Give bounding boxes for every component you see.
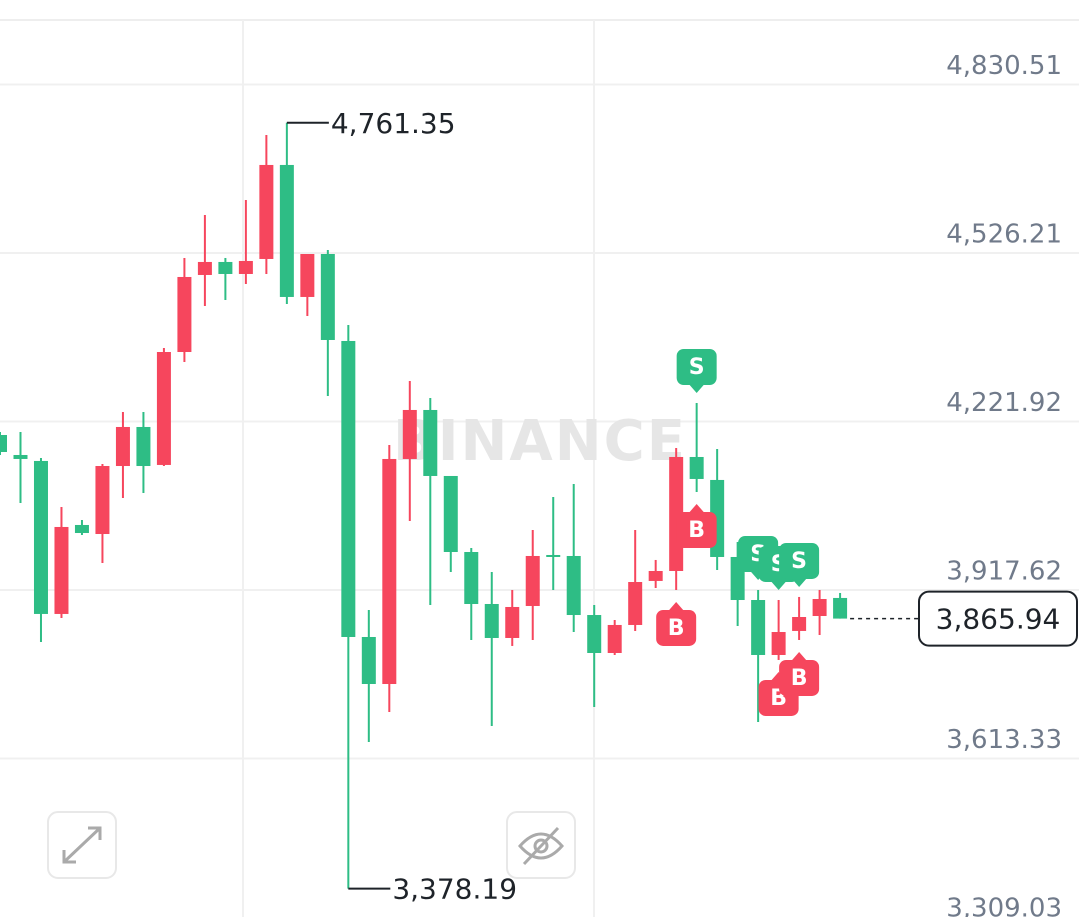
candle-body <box>402 409 417 459</box>
marker-label: B <box>791 666 808 691</box>
marker-box <box>676 511 717 548</box>
candle-body <box>136 426 151 467</box>
expand-button[interactable] <box>47 811 117 879</box>
candle-body <box>505 606 520 638</box>
trade-marker: S <box>676 348 717 393</box>
candle-body <box>464 551 479 604</box>
candle-body <box>689 456 704 479</box>
marker-box <box>779 542 820 579</box>
marker-pointer <box>792 651 807 660</box>
candle-body <box>443 475 458 552</box>
candle-body <box>54 526 69 614</box>
candle-body <box>279 164 294 297</box>
watermark: BINANCE <box>393 409 687 474</box>
candle-body <box>484 603 499 638</box>
price-label: 3,865.94 <box>936 603 1061 636</box>
candle-body <box>259 164 274 259</box>
marker-box <box>656 609 697 646</box>
marker-label: S <box>689 355 705 380</box>
marker-label: S <box>791 549 807 574</box>
marker-pointer <box>771 582 786 591</box>
candle-body <box>361 636 376 685</box>
candle-body <box>566 555 581 616</box>
y-tick-label: 3,917.62 <box>946 556 1062 586</box>
marker-box <box>779 659 820 696</box>
candle-body <box>382 458 397 685</box>
price-box <box>918 590 1078 647</box>
marker-pointer <box>669 601 684 610</box>
marker-box <box>676 348 717 385</box>
candle-body <box>177 276 192 353</box>
marker-pointer <box>792 578 807 587</box>
y-tick-label: 4,526.21 <box>946 219 1062 249</box>
candle-body <box>648 570 663 581</box>
candle-body <box>0 435 7 452</box>
candle-body <box>156 352 171 465</box>
candle-body <box>812 599 827 617</box>
candle-body <box>423 409 438 476</box>
marker-pointer <box>689 503 704 512</box>
candle-body <box>546 554 561 557</box>
annotation-label: 4,761.35 <box>331 107 456 140</box>
candle-body <box>33 460 48 614</box>
candle-body <box>218 261 233 274</box>
candle-body <box>792 617 807 631</box>
candle-body <box>197 261 212 275</box>
candle-body <box>771 632 786 655</box>
marker-label: B <box>688 518 705 543</box>
y-tick-label: 3,613.33 <box>946 725 1062 755</box>
marker-label: B <box>668 616 685 641</box>
candle-body <box>300 253 315 297</box>
candle-body <box>341 340 356 637</box>
trade-marker: S <box>779 542 820 587</box>
candle-body <box>628 582 643 625</box>
y-tick-label: 4,830.51 <box>946 51 1062 81</box>
candle-body <box>238 260 253 274</box>
y-tick-label: 3,309.03 <box>946 893 1062 917</box>
grid: 4,830.51 4,526.21 4,221.92 3,917.62 3,613.33… <box>0 51 1079 917</box>
candle-body <box>13 454 28 459</box>
candle-body <box>833 597 848 619</box>
candle-body <box>74 524 89 534</box>
trade-marker: B <box>656 601 697 646</box>
hide-button[interactable] <box>506 811 576 879</box>
candle-body <box>587 615 602 653</box>
candle-body <box>115 426 130 467</box>
trade-marker: B <box>676 503 717 548</box>
candle-body <box>607 624 622 653</box>
trade-marker: B <box>779 651 820 696</box>
marker-pointer <box>689 384 704 393</box>
y-tick-label: 4,221.92 <box>946 388 1062 418</box>
candle-body <box>751 600 766 655</box>
candle-body <box>525 555 540 606</box>
candle-body <box>320 253 335 340</box>
annotation-label: 3,378.19 <box>392 873 517 906</box>
candle-body <box>95 466 110 535</box>
